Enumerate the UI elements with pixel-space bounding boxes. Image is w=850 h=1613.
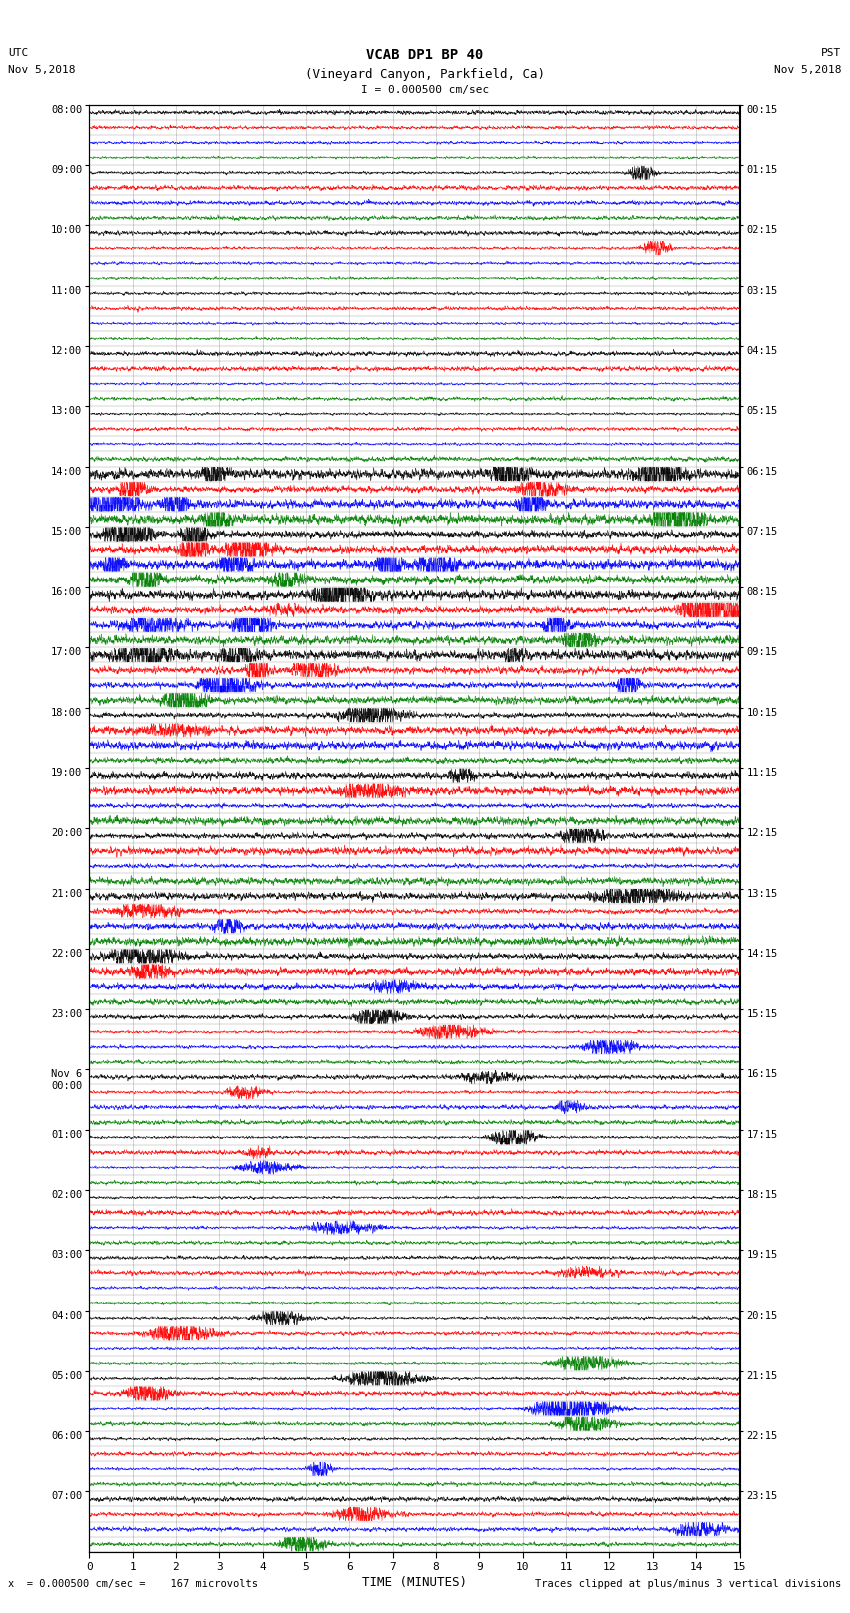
Text: Nov 5,2018: Nov 5,2018 xyxy=(8,65,76,74)
Text: Traces clipped at plus/minus 3 vertical divisions: Traces clipped at plus/minus 3 vertical … xyxy=(536,1579,842,1589)
Text: x  = 0.000500 cm/sec =    167 microvolts: x = 0.000500 cm/sec = 167 microvolts xyxy=(8,1579,258,1589)
X-axis label: TIME (MINUTES): TIME (MINUTES) xyxy=(362,1576,467,1589)
Text: UTC: UTC xyxy=(8,48,29,58)
Text: Nov 5,2018: Nov 5,2018 xyxy=(774,65,842,74)
Text: I = 0.000500 cm/sec: I = 0.000500 cm/sec xyxy=(361,85,489,95)
Text: VCAB DP1 BP 40: VCAB DP1 BP 40 xyxy=(366,48,484,63)
Text: (Vineyard Canyon, Parkfield, Ca): (Vineyard Canyon, Parkfield, Ca) xyxy=(305,68,545,81)
Text: PST: PST xyxy=(821,48,842,58)
